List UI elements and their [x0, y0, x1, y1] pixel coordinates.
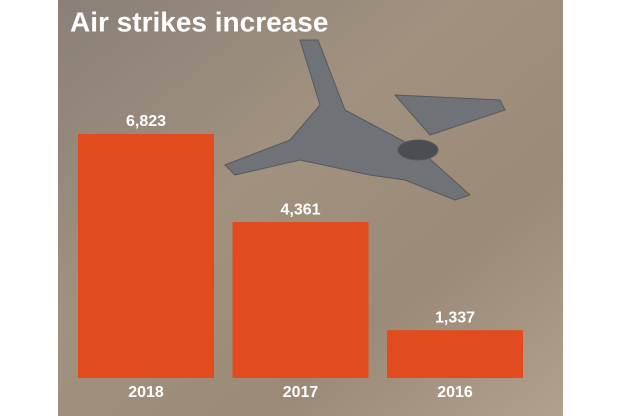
bar	[232, 222, 369, 378]
bar	[78, 134, 214, 378]
bar	[387, 330, 523, 378]
value-label: 1,337	[435, 309, 475, 326]
x-tick-label: 2017	[283, 384, 319, 401]
value-label: 4,361	[280, 201, 320, 218]
x-tick-label: 2016	[437, 384, 473, 401]
jet-illustration	[224, 39, 506, 201]
x-tick-label: 2018	[128, 384, 164, 401]
value-label: 6,823	[126, 113, 166, 130]
chart-title: Air strikes increase	[70, 6, 328, 37]
